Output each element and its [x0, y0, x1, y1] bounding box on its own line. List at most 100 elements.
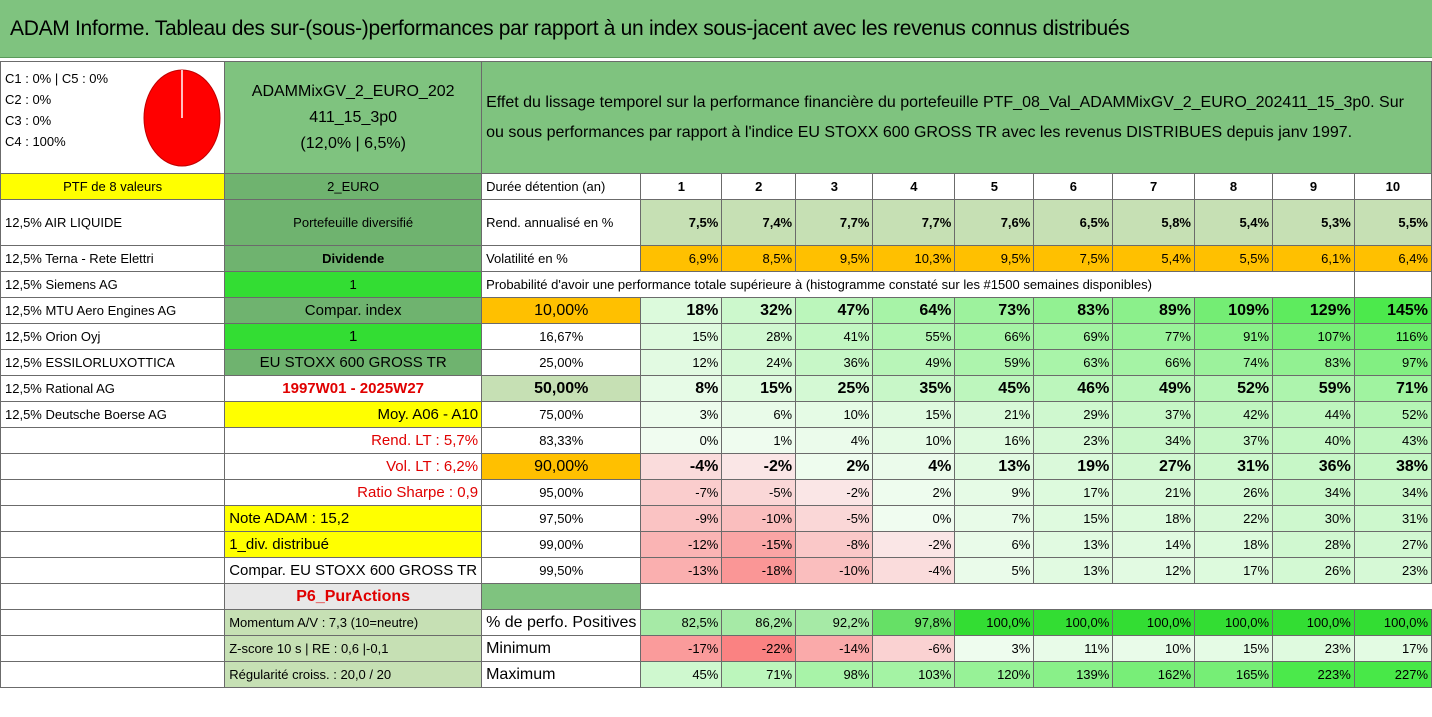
- probability-level: 99,50%: [481, 557, 642, 584]
- probability-value: 71%: [1353, 375, 1432, 402]
- probability-value: 41%: [795, 323, 874, 350]
- probability-value: -15%: [721, 531, 797, 558]
- probability-value: 16%: [954, 427, 1035, 454]
- stat-label: Maximum: [481, 661, 642, 688]
- probability-level: 75,00%: [481, 401, 642, 428]
- stat-label: Minimum: [481, 635, 642, 662]
- stat-info: Régularité croiss. : 20,0 / 20: [224, 661, 483, 688]
- probability-value: 23%: [1353, 557, 1432, 584]
- holding-item: 12,5% Terna - Rete Elettri: [0, 245, 226, 272]
- probability-value: 21%: [1112, 479, 1195, 506]
- probability-value: 17%: [1033, 479, 1114, 506]
- probability-value: 13%: [954, 453, 1035, 480]
- year-header: 3: [795, 173, 874, 200]
- stat-value: 100,0%: [1193, 609, 1274, 636]
- probability-level: 95,00%: [481, 479, 642, 506]
- probability-value: -13%: [640, 557, 723, 584]
- probability-value: 5%: [954, 557, 1035, 584]
- stat-value: 227%: [1353, 661, 1432, 688]
- rend-value: 5,4%: [1193, 199, 1274, 246]
- probability-value: 10%: [872, 427, 956, 454]
- probability-value: -10%: [721, 505, 797, 532]
- stat-info: Z-score 10 s | RE : 0,6 |-0,1: [224, 635, 483, 662]
- info-cell: Rend. LT : 5,7%: [224, 427, 483, 454]
- probability-value: 43%: [1353, 427, 1432, 454]
- vol-value: 6,9%: [640, 245, 723, 272]
- probability-value: 52%: [1193, 375, 1274, 402]
- stat-value: 162%: [1112, 661, 1195, 688]
- p6-label: P6_PurActions: [224, 583, 483, 610]
- probability-value: 0%: [640, 427, 723, 454]
- probability-value: 34%: [1353, 479, 1432, 506]
- fund-name-line: ADAMMixGV_2_EURO_202: [251, 82, 455, 100]
- probability-value: 107%: [1272, 323, 1355, 350]
- fund-name-line: 411_15_3p0: [309, 108, 398, 126]
- stat-value: 10%: [1112, 635, 1195, 662]
- probability-value: 12%: [640, 349, 723, 376]
- probability-value: 31%: [1193, 453, 1274, 480]
- probability-value: 14%: [1112, 531, 1195, 558]
- fund-ratios: (12,0% | 6,5%): [300, 134, 406, 152]
- probability-value: 109%: [1193, 297, 1274, 324]
- probability-value: 6%: [954, 531, 1035, 558]
- probability-value: 22%: [1193, 505, 1274, 532]
- rend-value: 5,5%: [1353, 199, 1432, 246]
- probability-value: 8%: [640, 375, 723, 402]
- probability-value: 24%: [721, 349, 797, 376]
- allocation-line: C2 : 0%: [5, 92, 52, 107]
- vol-value: 7,5%: [1033, 245, 1114, 272]
- probability-value: 42%: [1193, 401, 1274, 428]
- vol-value: 8,5%: [721, 245, 797, 272]
- probability-value: -8%: [795, 531, 874, 558]
- probability-value: -4%: [872, 557, 956, 584]
- stat-value: 92,2%: [795, 609, 874, 636]
- stat-value: 103%: [872, 661, 956, 688]
- vol-value: 5,5%: [1193, 245, 1274, 272]
- empty-cell: [1353, 271, 1432, 298]
- rend-value: 7,5%: [640, 199, 723, 246]
- stat-value: 100,0%: [954, 609, 1035, 636]
- probability-value: 18%: [640, 297, 723, 324]
- empty-cell: [0, 635, 226, 662]
- stat-value: 100,0%: [1272, 609, 1355, 636]
- stat-info: Momentum A/V : 7,3 (10=neutre): [224, 609, 483, 636]
- performance-table: C1 : 0% | C5 : 0% C2 : 0% C3 : 0% C4 : 1…: [0, 61, 1432, 688]
- value-one: 1: [224, 271, 483, 298]
- probability-value: 74%: [1193, 349, 1274, 376]
- description-cell: Effet du lissage temporel sur la perform…: [481, 61, 1432, 174]
- allocation-line: C1 : 0% | C5 : 0%: [5, 71, 109, 86]
- probability-value: 2%: [795, 453, 874, 480]
- probability-value: 38%: [1353, 453, 1432, 480]
- probability-value: -9%: [640, 505, 723, 532]
- rend-value: 6,5%: [1033, 199, 1114, 246]
- year-header: 5: [954, 173, 1035, 200]
- probability-value: 40%: [1272, 427, 1355, 454]
- stat-value: 165%: [1193, 661, 1274, 688]
- probability-value: 49%: [1112, 375, 1195, 402]
- probability-value: 37%: [1193, 427, 1274, 454]
- probability-value: 29%: [1033, 401, 1114, 428]
- probability-level: 90,00%: [481, 453, 642, 480]
- probability-level: 99,00%: [481, 531, 642, 558]
- probability-value: 66%: [954, 323, 1035, 350]
- probability-value: 25%: [795, 375, 874, 402]
- probability-value: 13%: [1033, 557, 1114, 584]
- probability-value: 64%: [872, 297, 956, 324]
- stat-value: 100,0%: [1112, 609, 1195, 636]
- info-cell: Compar. index: [224, 297, 483, 324]
- probability-value: -2%: [795, 479, 874, 506]
- stat-value: 86,2%: [721, 609, 797, 636]
- probability-value: 10%: [795, 401, 874, 428]
- empty-cell: [0, 505, 226, 532]
- year-header: 6: [1033, 173, 1114, 200]
- probability-value: 0%: [872, 505, 956, 532]
- probability-value: 45%: [954, 375, 1035, 402]
- vol-label: Volatilité en %: [481, 245, 642, 272]
- stat-value: 98%: [795, 661, 874, 688]
- stat-value: 139%: [1033, 661, 1114, 688]
- holding-item: 12,5% Deutsche Boerse AG: [0, 401, 226, 428]
- info-cell: Note ADAM : 15,2: [224, 505, 483, 532]
- probability-level: 10,00%: [481, 297, 642, 324]
- year-header: 7: [1112, 173, 1195, 200]
